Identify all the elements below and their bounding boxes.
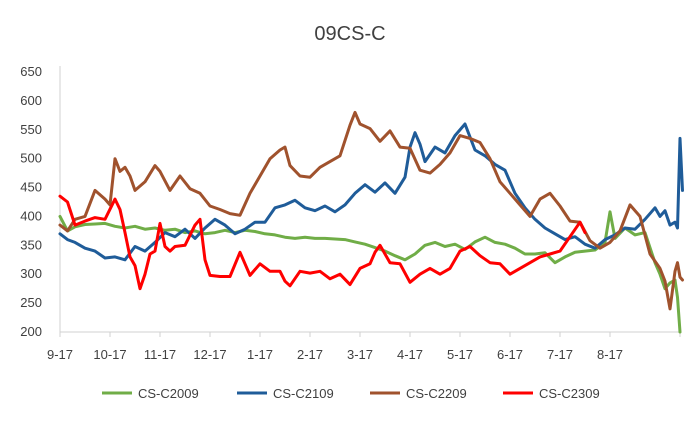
- legend-label: CS-C2109: [273, 386, 334, 401]
- x-tick-label: 8-17: [597, 347, 623, 362]
- y-tick-label: 250: [20, 295, 42, 310]
- y-tick-label: 550: [20, 122, 42, 137]
- y-tick-label: 200: [20, 324, 42, 339]
- axes: 200 250 300 350 400 450 500 550 600 650 9-17 10-17 1…: [20, 64, 681, 362]
- x-tick-label: 4-17: [397, 347, 423, 362]
- x-tick-label: 11-17: [144, 347, 176, 362]
- legend-label: CS-C2209: [406, 386, 467, 401]
- x-tick-label: 1-17: [247, 347, 273, 362]
- series-line-cs-c2209: [58, 110, 684, 311]
- x-tick-label: 9-17: [47, 347, 73, 362]
- x-tick-label: 5-17: [447, 347, 473, 362]
- legend-label: CS-C2309: [539, 386, 600, 401]
- series-group: [58, 110, 684, 334]
- y-tick-label: 450: [20, 180, 42, 195]
- x-tick-label: 3-17: [347, 347, 373, 362]
- y-tick-label: 600: [20, 93, 42, 108]
- y-tick-label: 650: [20, 64, 42, 79]
- x-tick-label: 2-17: [297, 347, 323, 362]
- series-line-cs-c2009: [58, 210, 682, 334]
- chart-title: 09CS-C: [314, 23, 385, 45]
- legend: CS-C2009 CS-C2109 CS-C2209 CS-C2309: [102, 386, 600, 401]
- legend-label: CS-C2009: [138, 386, 199, 401]
- x-tick-label: 7-17: [547, 347, 573, 362]
- y-tick-label: 500: [20, 151, 42, 166]
- x-tick-label: 12-17: [193, 347, 226, 362]
- series-line-cs-c2109: [58, 122, 684, 262]
- x-tick-label: 10-17: [93, 347, 126, 362]
- series-line-cs-c2309: [58, 194, 587, 291]
- y-tick-label: 300: [20, 266, 42, 281]
- y-tick-label: 350: [20, 237, 42, 252]
- x-tick-label: 6-17: [497, 347, 523, 362]
- y-tick-label: 400: [20, 208, 42, 223]
